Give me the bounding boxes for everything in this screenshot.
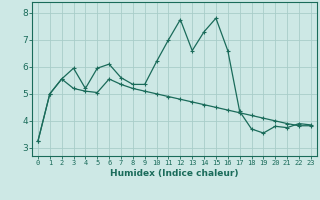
X-axis label: Humidex (Indice chaleur): Humidex (Indice chaleur) <box>110 169 239 178</box>
